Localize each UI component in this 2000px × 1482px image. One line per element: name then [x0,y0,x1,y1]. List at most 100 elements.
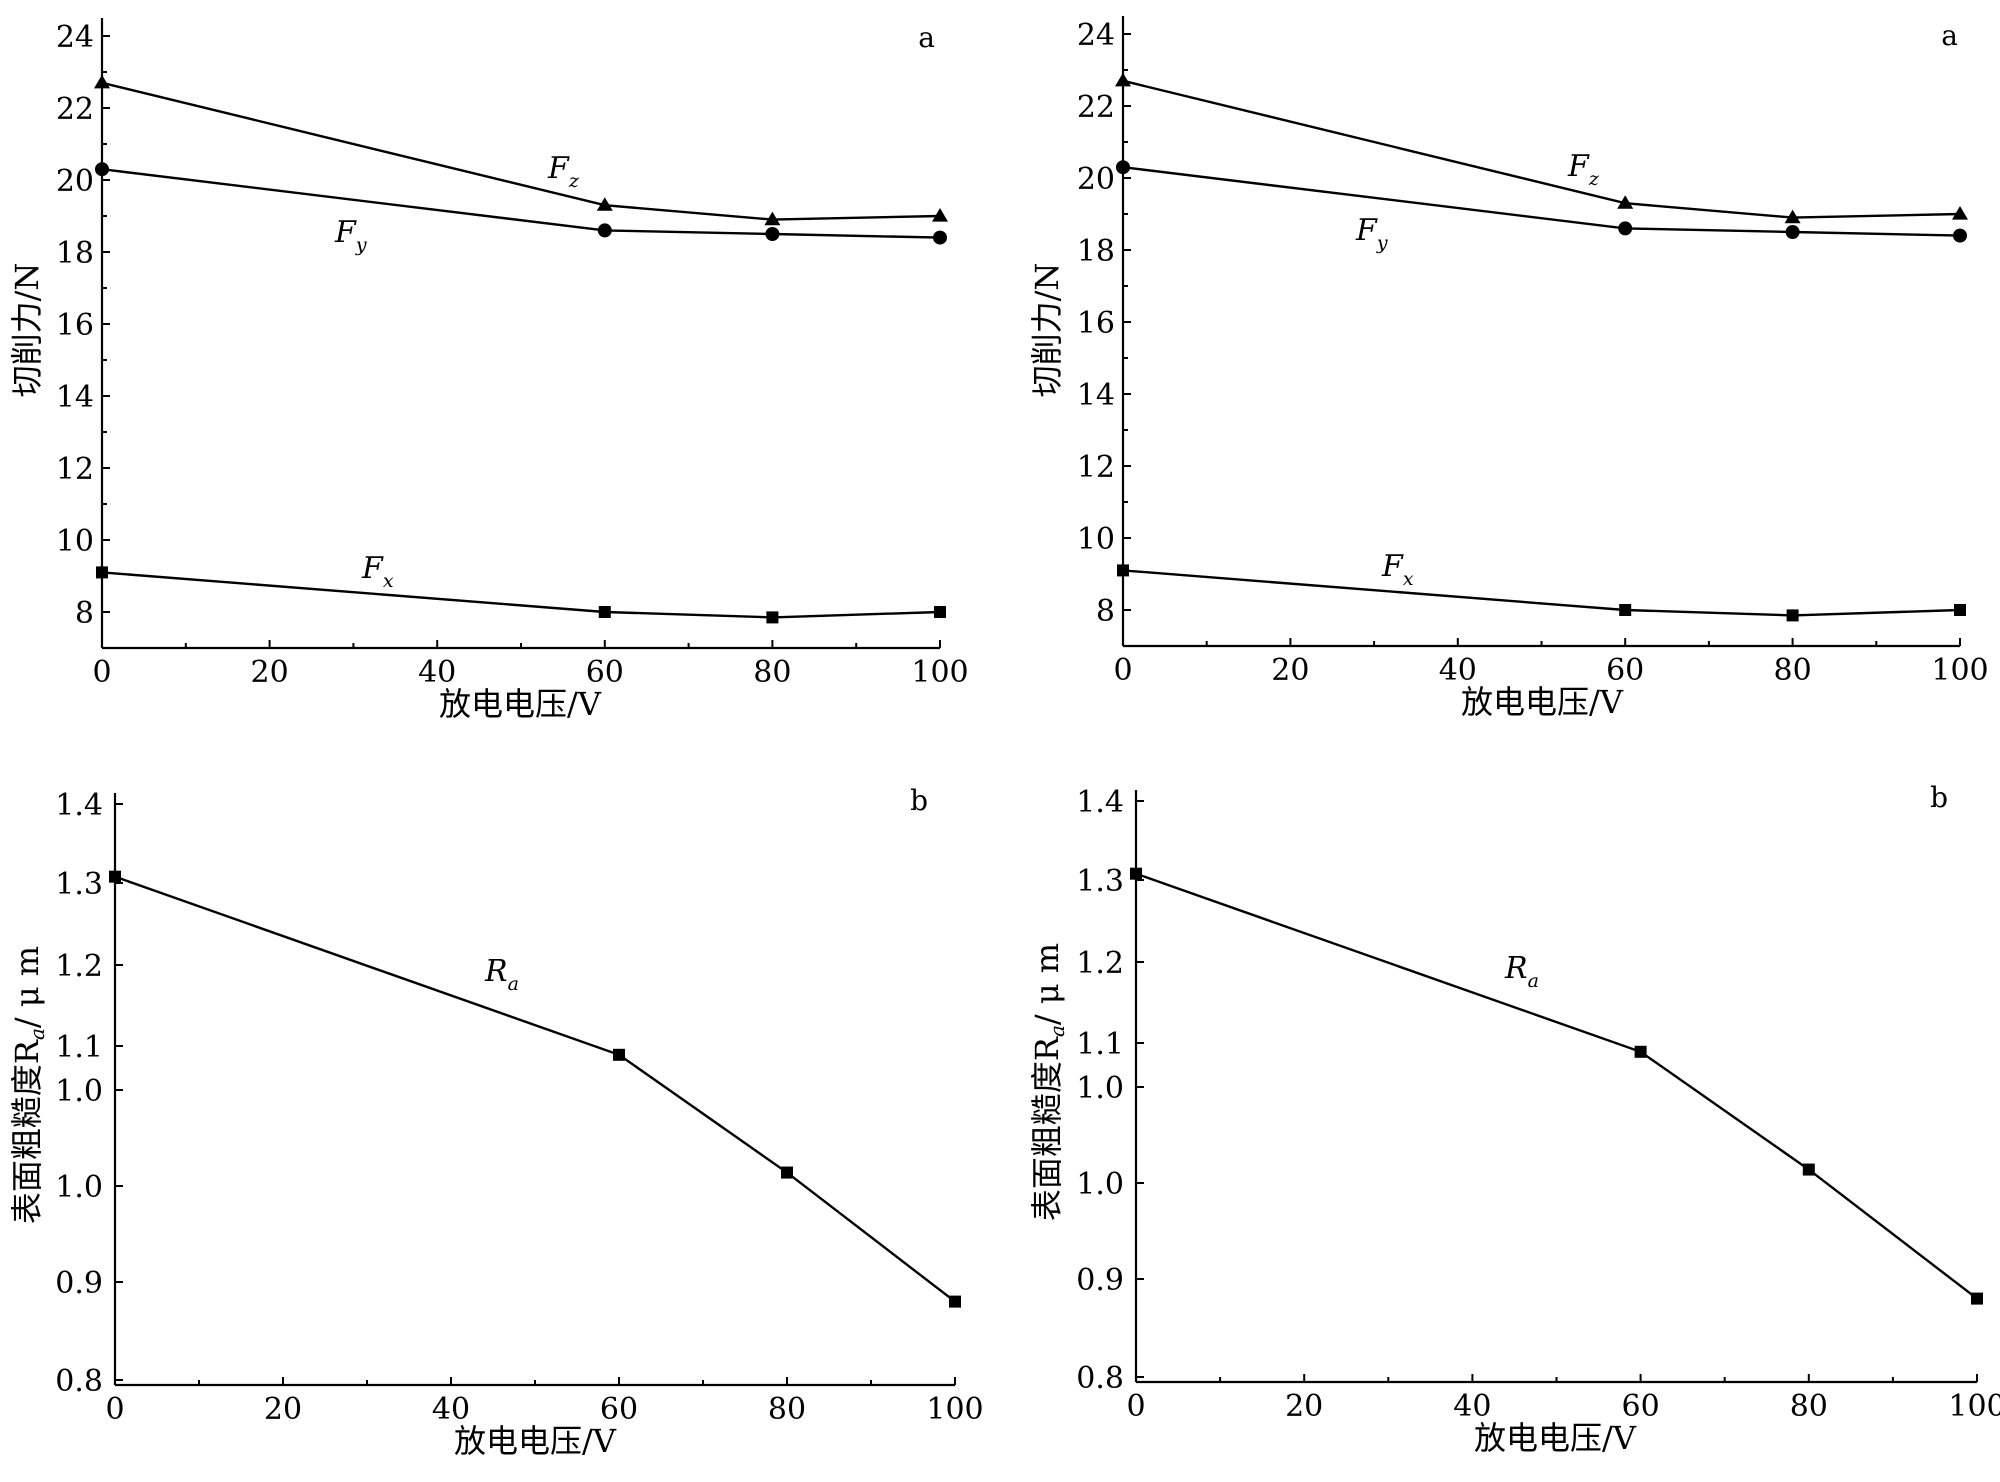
y-tick-label: 12 [56,452,94,487]
series-line-Fz [1122,79,1961,219]
data-point-circle [1116,160,1130,175]
data-point-square [96,566,108,579]
y-tick-label: 1.0 [55,1170,103,1205]
data-point-square [613,1048,625,1061]
data-point-square [109,870,121,883]
x-axis-label: 放电电压/V [439,685,602,723]
series-label-Ra: Ra [484,954,519,995]
y-tick-label: 1.0 [55,1074,103,1109]
series-line-Fz [101,81,941,221]
y-tick-label: 16 [1077,306,1115,341]
x-tick-label: 80 [768,1392,806,1427]
data-point-circle [765,227,780,241]
y-tick-label: 1.2 [1076,946,1124,981]
y-tick-label: 0.8 [55,1364,103,1399]
y-tick-label: 0.8 [1076,1361,1124,1396]
data-point-square [1619,604,1632,616]
y-tick-label: 1.4 [55,788,103,823]
y-axis-label: 表面粗糙度Ra/ μ m [1028,943,1069,1221]
data-point-circle [1785,225,1800,239]
x-tick-label: 0 [1126,1389,1145,1424]
y-tick-label: 1.4 [1076,785,1124,820]
y-tick-label: 14 [1077,378,1115,413]
panel-letter: a [918,21,935,54]
series-label-Fy: Fy [1355,213,1388,254]
series-line-Fy [101,168,941,239]
data-point-circle [1618,221,1633,236]
y-tick-label: 1.1 [1076,1027,1124,1062]
x-axis-label: 放电电压/V [1461,683,1624,721]
series-line-Fx [1122,569,1961,617]
x-tick-label: 100 [1948,1389,2000,1424]
y-axis-label: 表面粗糙度Ra/ μ m [8,946,49,1224]
x-tick-label: 20 [264,1392,302,1427]
y-tick-label: 20 [1077,162,1115,197]
y-tick-label: 10 [56,524,94,559]
x-tick-label: 60 [600,1392,638,1427]
data-point-triangle [764,211,781,226]
x-tick-label: 40 [1453,1389,1491,1424]
series-label-Ra: Ra [1504,951,1539,992]
x-tick-label: 20 [1271,653,1309,688]
series-label-Fz: Fz [547,151,580,192]
series-line-Ra [114,875,956,1303]
y-tick-label: 22 [1077,90,1115,125]
y-tick-label: 1.3 [1076,864,1124,899]
y-axis-label: 切削力/N [1028,263,1066,398]
y-tick-label: 14 [56,380,94,415]
series-line-Fx [101,571,941,619]
x-tick-label: 60 [1606,653,1644,688]
data-point-square [766,611,779,624]
y-tick-label: 24 [1077,18,1115,53]
data-point-square [1786,609,1799,622]
x-tick-label: 40 [1439,653,1477,688]
y-tick-label: 8 [75,596,94,631]
series-label-Fz: Fz [1567,149,1600,190]
x-tick-label: 40 [432,1392,470,1427]
x-tick-label: 60 [1622,1389,1660,1424]
y-tick-label: 20 [56,164,94,199]
x-tick-label: 20 [1285,1389,1323,1424]
series-label-Fy: Fy [334,215,367,256]
y-tick-label: 18 [1077,234,1115,269]
x-axis-label: 放电电压/V [1474,1419,1637,1457]
data-point-triangle [1617,195,1634,209]
y-tick-label: 18 [56,236,94,271]
y-tick-label: 1.0 [1076,1167,1124,1202]
data-point-square [1634,1045,1647,1058]
y-tick-label: 1.0 [1076,1071,1124,1106]
panel-letter: b [1930,781,1948,814]
x-tick-label: 40 [418,655,456,690]
data-point-square [934,606,946,618]
chart-panel-4: 0 20 40 60 80 100 0.8 0.9 1.0 1.0 1.1 1.2 1.3 1.4 放电电压… [1028,781,2000,1457]
x-tick-label: 20 [251,655,289,690]
y-tick-label: 1.3 [55,867,103,902]
chart-panel-2: 0 20 40 60 80 100 0.8 0.9 1.0 1.0 1.1 1.2 1.3 1.4 放电电压… [8,784,984,1460]
y-tick-label: 0.9 [1076,1263,1124,1298]
y-tick-label: 10 [1077,522,1115,557]
data-point-circle [1953,228,1967,243]
data-point-triangle [1952,206,1968,220]
x-tick-label: 0 [105,1392,124,1427]
data-point-circle [95,162,109,177]
x-tick-label: 0 [92,655,111,690]
data-point-triangle [596,197,613,211]
data-point-square [1802,1163,1815,1176]
series-line-Fy [1122,166,1961,237]
y-tick-label: 16 [56,308,94,343]
panel-letter: b [910,784,928,817]
y-tick-label: 8 [1096,594,1115,629]
x-tick-label: 80 [1774,653,1812,688]
y-axis-label: 切削力/N [8,263,46,398]
y-tick-label: 1.2 [55,949,103,984]
data-point-circle [597,223,612,238]
x-axis-label: 放电电压/V [454,1422,617,1460]
y-tick-label: 12 [1077,450,1115,485]
series-line-Ra [1135,872,1978,1300]
series-label-Fx: Fx [361,551,394,592]
chart-panel-3: 0 20 40 60 80 100 8 10 12 14 16 18 20 22 24 放电电压/V 切削力/N… [1028,16,1989,721]
data-point-square [781,1166,793,1179]
data-point-triangle [1784,209,1801,224]
panel-letter: a [1941,19,1958,52]
